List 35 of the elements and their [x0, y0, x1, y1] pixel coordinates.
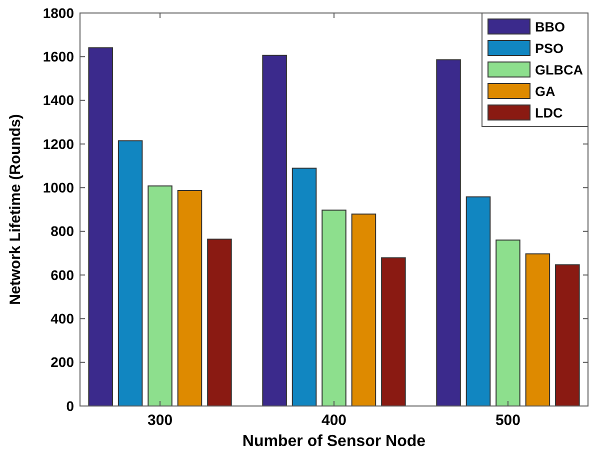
- bar: [88, 47, 113, 406]
- bar: [351, 214, 376, 406]
- bar: [555, 264, 580, 406]
- y-tick-label: 200: [50, 354, 74, 370]
- x-tick-label: 400: [321, 412, 347, 429]
- y-tick-label: 600: [50, 266, 74, 283]
- y-axis-title: Network Lifetime (Rounds): [7, 114, 24, 305]
- bar: [496, 240, 520, 406]
- bar: [262, 54, 287, 406]
- bar: [381, 257, 406, 406]
- y-tick-label: 0: [66, 398, 74, 414]
- bar: [148, 185, 172, 406]
- bar: [436, 59, 461, 406]
- x-tick-label: 300: [148, 412, 173, 429]
- bar: [292, 168, 317, 406]
- legend-label: BBO: [535, 20, 565, 34]
- x-tick-label: 500: [495, 412, 520, 429]
- y-tick-label: 1800: [42, 4, 74, 21]
- y-tick-label: 400: [50, 310, 74, 327]
- x-axis-title: Number of Sensor Node: [242, 433, 426, 450]
- bar: [525, 253, 550, 406]
- bar: [177, 190, 202, 406]
- y-tick-label: 1000: [42, 180, 74, 196]
- bar: [118, 140, 143, 406]
- legend-label: LDC: [535, 106, 563, 120]
- bar: [466, 196, 491, 406]
- legend-label: GA: [535, 84, 556, 99]
- y-tick-label: 1600: [42, 48, 74, 65]
- y-tick-label: 1200: [42, 136, 74, 152]
- bar: [207, 238, 232, 406]
- y-tick-label: 800: [50, 223, 74, 240]
- legend-label: GLBCA: [535, 62, 584, 78]
- bar: [322, 210, 346, 406]
- legend-label: PSO: [535, 41, 564, 56]
- y-tick-label: 1400: [42, 92, 74, 108]
